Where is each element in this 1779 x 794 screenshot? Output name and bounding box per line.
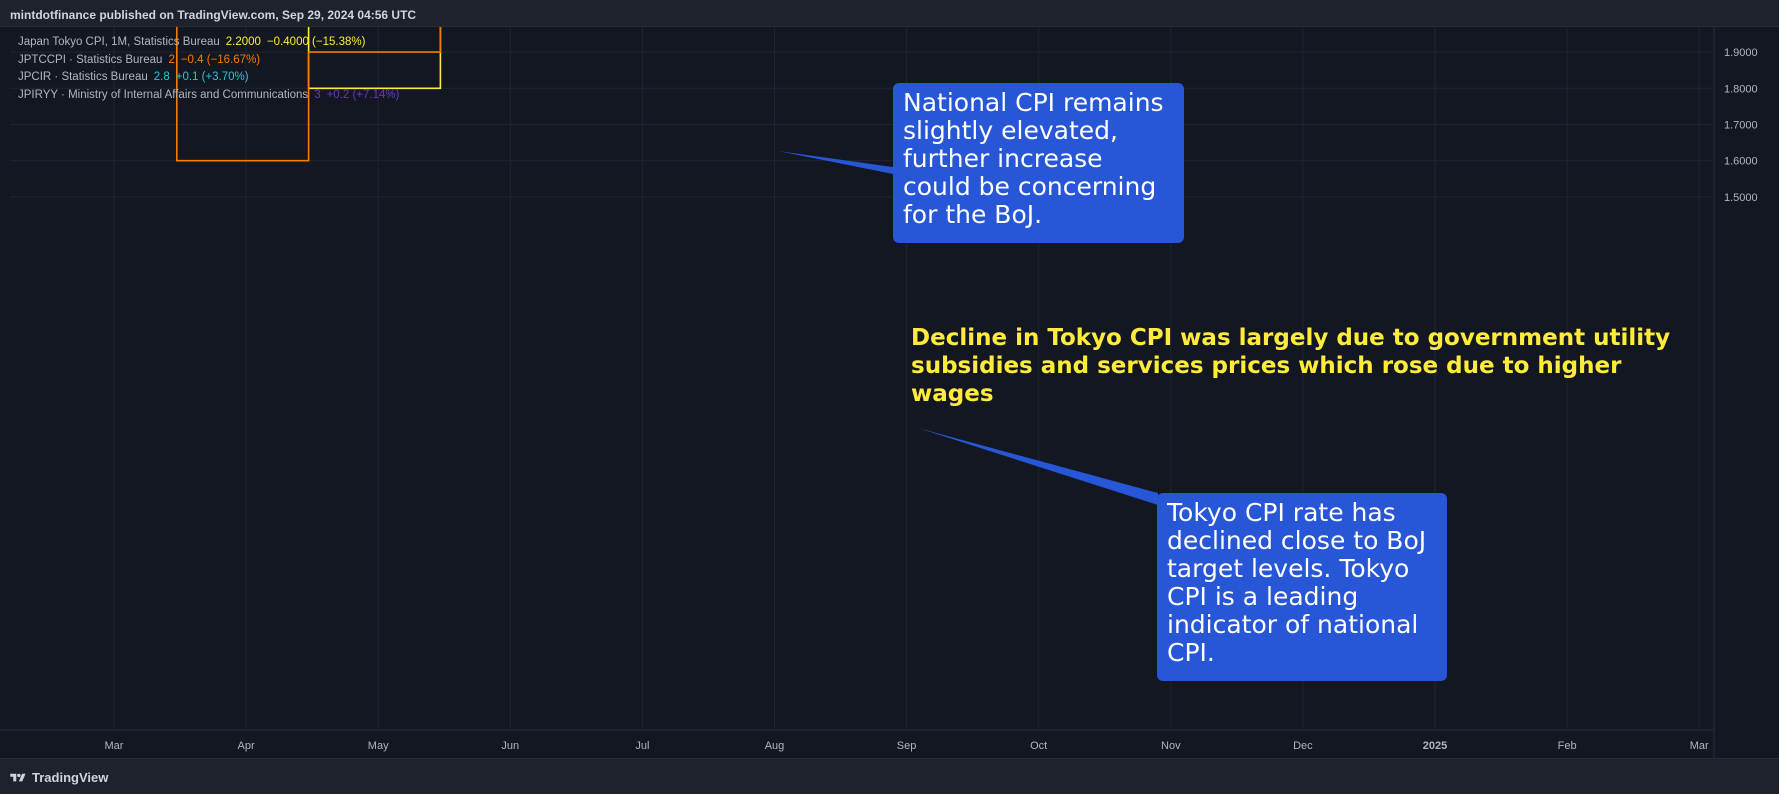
- tradingview-logo-text: TradingView: [32, 770, 109, 785]
- legend-name: JPTCCPI · Statistics Bureau: [18, 53, 163, 66]
- tradingview-logo[interactable]: TradingView: [10, 770, 108, 785]
- legend-name: JPIRYY · Ministry of Internal Affairs an…: [18, 88, 309, 101]
- legend-name: JPCIR · Statistics Bureau: [18, 71, 148, 83]
- annotation-tokyo-decline: Decline in Tokyo CPI was largely due to …: [911, 325, 1671, 407]
- chart-canvas[interactable]: 3.10002.90002.70002.60002.50002.40002.30…: [0, 27, 1779, 758]
- y-tick-label: 1.5000: [1724, 192, 1758, 204]
- legend-row-jptcpi[interactable]: Japan Tokyo CPI, 1M, Statistics Bureau 2.…: [18, 34, 399, 52]
- y-tick-label: 1.6000: [1724, 156, 1758, 168]
- legend-row-jpcir[interactable]: JPCIR · Statistics Bureau 2.8 +0.1 (+3.70%…: [18, 69, 399, 87]
- legend-change: +0.1 (+3.70%): [175, 71, 249, 83]
- y-tick-label: 1.8000: [1724, 83, 1758, 95]
- x-tick-label: May: [368, 740, 389, 752]
- x-tick-label: Nov: [1161, 740, 1181, 752]
- legend-change: −0.4000 (−15.38%): [266, 36, 366, 48]
- x-tick-label: Aug: [765, 740, 785, 752]
- legend-row-jpiryy[interactable]: JPIRYY · Ministry of Internal Affairs an…: [18, 87, 399, 105]
- x-tick-label: Jul: [635, 740, 649, 752]
- x-tick-label: Feb: [1558, 740, 1577, 752]
- callout-tokyo-cpi: Tokyo CPI rate has declined close to BoJ…: [1157, 493, 1447, 681]
- legend-value: 3: [314, 88, 321, 101]
- legend-value: 2.2000: [225, 36, 261, 48]
- x-tick-label: Dec: [1293, 740, 1313, 752]
- x-tick-label: Sep: [897, 740, 917, 752]
- legend-value: 2.8: [153, 71, 170, 83]
- bottom-bar: TradingView: [0, 758, 1779, 794]
- callout-pointer-tokyo: [918, 428, 1158, 505]
- x-tick-label: Apr: [238, 740, 255, 752]
- top-bar: mintdotfinance published on TradingView.…: [0, 0, 1779, 27]
- x-tick-label: Mar: [1690, 740, 1709, 752]
- legend-name: Japan Tokyo CPI, 1M, Statistics Bureau: [18, 36, 220, 48]
- callout-pointer-national: [778, 151, 893, 174]
- legend-change: −0.4 (−16.67%): [180, 53, 261, 66]
- series-line-jptccpi[interactable]: [10, 27, 1231, 162]
- x-tick-label: Oct: [1030, 740, 1047, 752]
- x-tick-label: Mar: [105, 740, 124, 752]
- callout-national-cpi: National CPI remains slightly elevated, …: [893, 83, 1184, 243]
- series-legend: Japan Tokyo CPI, 1M, Statistics Bureau 2.…: [18, 34, 399, 104]
- legend-value: 2: [168, 53, 175, 66]
- tradingview-logo-icon: [10, 773, 26, 781]
- x-tick-label: 2025: [1423, 740, 1447, 752]
- publisher-info: mintdotfinance published on TradingView.…: [10, 8, 417, 22]
- y-tick-label: 1.7000: [1724, 119, 1758, 131]
- y-tick-label: 1.9000: [1724, 47, 1758, 59]
- x-tick-label: Jun: [501, 740, 519, 752]
- legend-change: +0.2 (+7.14%): [326, 88, 400, 101]
- legend-row-jptccpi[interactable]: JPTCCPI · Statistics Bureau 2 −0.4 (−16.67…: [18, 52, 399, 70]
- plot-background: [0, 27, 1779, 758]
